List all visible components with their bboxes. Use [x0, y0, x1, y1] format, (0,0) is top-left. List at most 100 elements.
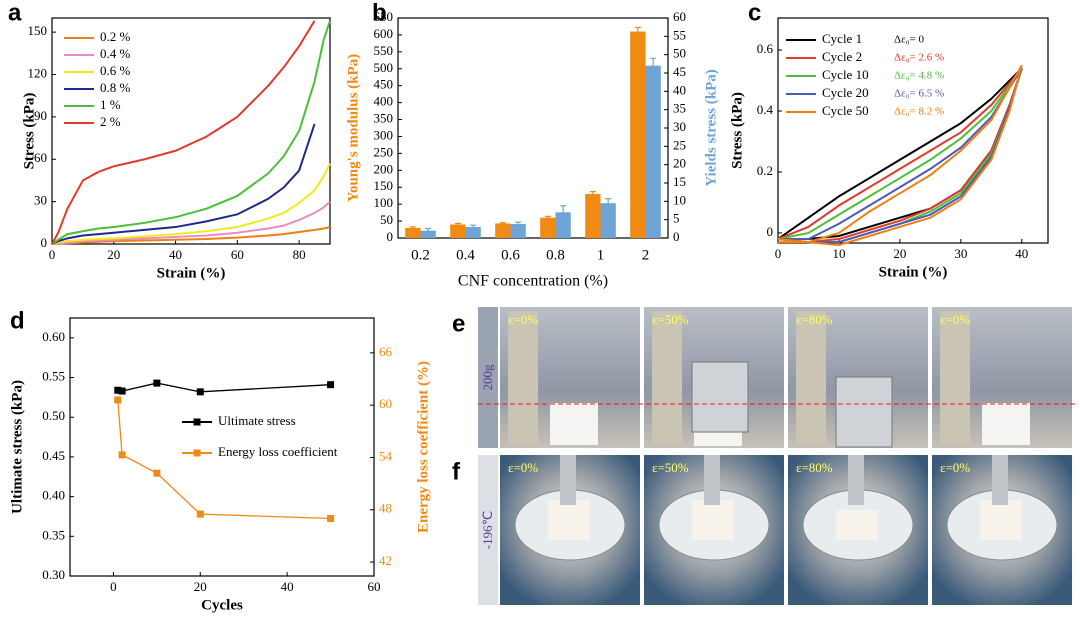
error-bar	[560, 205, 567, 220]
y-tick-label: 200	[374, 161, 394, 176]
side-label: -196℃	[480, 511, 495, 549]
x-axis-label: Cycles	[201, 597, 243, 613]
y2-tick-label: 35	[673, 101, 686, 116]
x-tick-label: 60	[231, 247, 244, 262]
y2-tick-label: 25	[673, 137, 686, 152]
x-tick-label: 80	[293, 247, 306, 262]
point	[118, 387, 126, 395]
series-line	[51, 20, 316, 245]
strain-label: ε=80%	[796, 460, 833, 475]
y-axis-label: Stress (kPa)	[729, 92, 745, 169]
y-tick-label: 0.30	[42, 567, 65, 582]
y-tick-label: 0.45	[42, 448, 65, 463]
legend-label: 1 %	[100, 97, 121, 112]
y-tick-label: 550	[374, 43, 394, 58]
bar	[630, 31, 646, 238]
ruler	[940, 311, 970, 444]
y2-tick-label: 60	[379, 396, 392, 411]
sample	[692, 500, 734, 540]
y2-tick-label: 54	[379, 448, 393, 463]
y-tick-label: 0.40	[42, 488, 65, 503]
y-axis-label: Young's modulus (kPa)	[345, 54, 361, 202]
legend-label: Cycle 50	[822, 103, 869, 118]
series-line	[51, 163, 331, 245]
annotation: Δε₀= 8.2 %	[894, 106, 944, 118]
y-tick-label: 50	[380, 212, 393, 227]
series-line	[51, 123, 316, 245]
x-tick-label: 0.6	[501, 247, 520, 263]
photo-strip	[478, 307, 498, 448]
legend-label: Cycle 10	[822, 67, 869, 82]
y-tick-label: 0	[767, 224, 774, 239]
y-tick-label: 30	[34, 193, 47, 208]
x-tick-label: 0	[110, 579, 117, 594]
sample	[548, 500, 590, 540]
panel-label: b	[372, 0, 387, 26]
y-tick-label: 0	[41, 235, 48, 250]
annotation: Δε₀= 4.8 %	[894, 70, 944, 82]
bar	[645, 65, 661, 239]
y-tick-label: 0.6	[757, 41, 774, 56]
plot-frame	[69, 317, 375, 577]
x-tick-label: 2	[642, 247, 650, 263]
x-axis-label: CNF concentration (%)	[458, 273, 608, 290]
y-axis-label: Stress (kPa)	[21, 93, 37, 170]
y2-tick-label: 5	[673, 211, 680, 226]
y-tick-label: 120	[28, 65, 48, 80]
error-bar	[499, 222, 506, 225]
error-bar	[454, 222, 461, 227]
y2-tick-label: 0	[673, 229, 680, 244]
point	[114, 386, 122, 394]
error-bar	[515, 221, 522, 227]
bar	[495, 223, 511, 238]
x-tick-label: 0	[49, 247, 56, 262]
y-tick-label: 150	[28, 23, 48, 38]
legend-label: Cycle 20	[822, 85, 869, 100]
ruler	[796, 311, 826, 444]
y-tick-label: 0.2	[757, 163, 773, 178]
plot-frame	[51, 17, 331, 245]
point	[153, 469, 161, 477]
bar	[600, 203, 616, 238]
y-axis-label: Ultimate stress (kPa)	[9, 380, 25, 514]
sample	[980, 500, 1022, 540]
bar	[510, 224, 526, 238]
side-label: 200g	[480, 364, 495, 391]
y-tick-label: 0.35	[42, 527, 65, 542]
point	[327, 381, 335, 389]
strain-label: ε=80%	[796, 312, 833, 327]
legend-label: Energy loss coefficient	[218, 444, 338, 459]
x-tick-label: 0.2	[411, 247, 430, 263]
x-tick-label: 0	[775, 246, 782, 261]
y2-tick-label: 20	[673, 156, 686, 171]
error-bar	[409, 226, 416, 230]
y2-tick-label: 60	[673, 9, 686, 24]
point	[327, 514, 335, 522]
x-tick-label: 20	[893, 246, 906, 261]
weight	[691, 361, 749, 433]
ruler	[652, 311, 682, 444]
y-tick-label: 0.4	[757, 102, 774, 117]
error-bar	[589, 191, 596, 197]
bar	[465, 227, 481, 238]
point	[196, 388, 204, 396]
photo-strip	[478, 455, 498, 605]
y-tick-label: 100	[374, 195, 394, 210]
error-bar	[650, 57, 657, 74]
y2-tick-label: 42	[379, 553, 392, 568]
y-tick-label: 0.50	[42, 408, 65, 423]
x-axis-label: Strain (%)	[879, 264, 948, 280]
tweezers	[848, 455, 864, 505]
legend-label: Cycle 2	[822, 49, 862, 64]
bar	[585, 194, 601, 238]
y-tick-label: 250	[374, 144, 394, 159]
y-tick-label: 0	[387, 229, 394, 244]
legend-label: Ultimate stress	[218, 413, 296, 428]
point	[196, 510, 204, 518]
y2-axis-label: Yields stress (kPa)	[703, 69, 719, 187]
y-tick-label: 150	[374, 178, 394, 193]
legend-label: 0.2 %	[100, 29, 131, 44]
series-line	[51, 20, 331, 245]
strain-label: ε=0%	[940, 460, 970, 475]
